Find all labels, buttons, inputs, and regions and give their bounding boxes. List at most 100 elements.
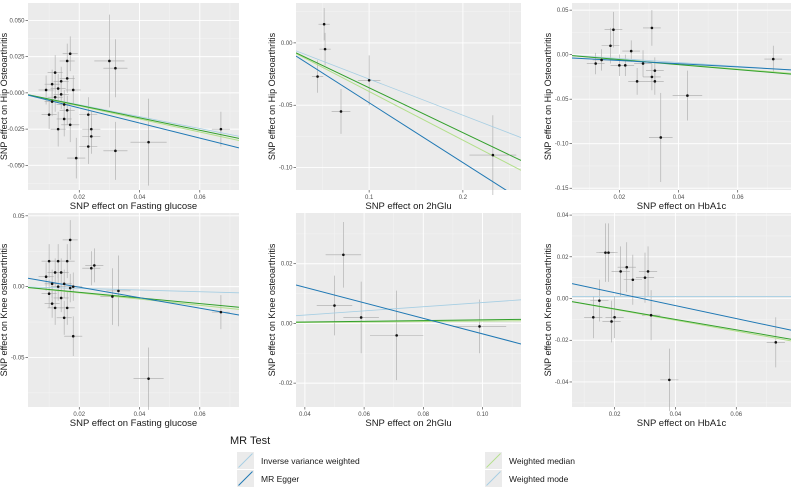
regression-line-mr-egger: [572, 283, 791, 331]
y-tick-label: 0.000: [9, 91, 25, 97]
data-point: [114, 66, 117, 70]
regression-lines: [28, 94, 239, 149]
data-point: [86, 145, 90, 148]
y-axis-title: SNP effect on Knee osteoarthritis: [267, 243, 277, 376]
data-point: [56, 285, 60, 288]
x-tick-label: 0.10: [477, 412, 489, 418]
data-point: [322, 22, 326, 26]
data-point: [771, 57, 775, 61]
data-point: [219, 127, 223, 131]
regression-line-weighted-median: [572, 55, 791, 75]
data-point: [219, 310, 223, 314]
x-tick-label: 0.04: [670, 412, 682, 418]
data-point: [635, 80, 639, 83]
x-tick-label: 0.08: [417, 412, 429, 418]
data-point: [629, 49, 633, 53]
legend-key-line: [238, 453, 253, 468]
y-tick-label: 0.00: [557, 53, 569, 59]
data-point: [653, 69, 657, 72]
y-tick-label: -0.10: [555, 142, 569, 148]
data-point: [50, 82, 54, 86]
data-point: [71, 285, 75, 288]
x-tick-label: 0.06: [730, 412, 742, 418]
data-point: [62, 117, 66, 121]
data-point: [147, 377, 150, 380]
data-point: [90, 266, 93, 270]
data-point: [56, 259, 60, 263]
y-tick-label: -0.05: [279, 103, 293, 109]
panel-1: 0.02 0.04 0.06 -0.050 -0.025 0.000 0.025 0.050 S…: [0, 3, 239, 212]
data-point: [618, 64, 621, 67]
regression-line-weighted-median: [28, 286, 239, 308]
data-point: [56, 87, 60, 90]
x-tick-label: 0.02: [73, 195, 85, 201]
data-point: [71, 334, 75, 338]
data-point: [62, 282, 66, 286]
data-point: [111, 295, 114, 298]
data-point: [44, 275, 48, 279]
data-point: [631, 278, 635, 282]
data-point: [491, 153, 495, 157]
y-tick-label: -0.10: [279, 166, 293, 172]
data-point: [316, 75, 319, 78]
data-point: [612, 28, 615, 32]
x-tick-label: 0.02: [73, 412, 85, 418]
regression-lines: [572, 55, 791, 75]
data-point: [613, 316, 616, 319]
data-point: [47, 292, 51, 296]
data-point: [591, 316, 595, 319]
regression-line-inverse-variance-weighted: [296, 320, 521, 324]
panel-2: 0.1 0.2 -0.10 -0.05 0.00 SNP effect on 2hGlu S…: [267, 3, 521, 212]
data-point: [53, 306, 57, 310]
x-tick-label: 0.06: [194, 412, 206, 418]
data-point: [367, 78, 371, 82]
data-point: [774, 341, 778, 344]
plot-background: [296, 213, 521, 407]
data-point: [478, 325, 481, 328]
y-tick-label: -0.02: [279, 381, 293, 387]
legend-label: Weighted mode: [509, 474, 569, 484]
regression-line-weighted-median: [296, 318, 521, 323]
x-tick-label: 0.06: [194, 195, 206, 201]
data-point: [47, 259, 51, 263]
panel-4: 0.02 0.04 0.06 -0.05 0.00 0.05 SNP effect on F…: [0, 213, 239, 429]
data-point: [65, 77, 69, 80]
legend: MR Test Inverse variance weighted MR Egger…: [230, 435, 575, 487]
y-tick-label: -0.05: [11, 355, 25, 361]
x-axis-title: SNP effect on Fasting glucose: [70, 201, 197, 212]
data-point: [619, 270, 622, 273]
y-tick-label: 0.00: [281, 41, 293, 47]
legend-label: Weighted median: [509, 456, 575, 466]
data-point: [59, 271, 63, 274]
data-point: [59, 93, 63, 96]
data-point: [659, 136, 663, 139]
data-point: [594, 62, 597, 65]
data-point: [641, 62, 645, 65]
y-tick-label: 0.05: [557, 8, 569, 14]
data-point: [68, 286, 72, 290]
data-point: [65, 259, 69, 263]
regression-line-weighted-median: [296, 52, 521, 161]
panel-3: 0.02 0.04 0.06 -0.15 -0.10 -0.05 0.00 0.05 SNP e…: [543, 3, 791, 212]
x-tick-label: 0.04: [134, 412, 146, 418]
data-point: [623, 64, 627, 67]
x-tick-label: 0.2: [459, 195, 468, 201]
y-tick-label: -0.04: [555, 380, 569, 386]
data-point: [117, 289, 120, 293]
y-tick-label: 0.04: [557, 213, 569, 219]
data-point: [50, 282, 54, 286]
data-point: [342, 253, 345, 257]
data-point: [62, 103, 66, 106]
regression-line-weighted-mode: [28, 286, 239, 294]
data-point: [71, 88, 75, 92]
x-tick-label: 0.06: [358, 412, 370, 418]
data-point: [598, 299, 601, 302]
data-point: [53, 71, 57, 74]
x-axis-title: SNP effect on 2hGlu: [365, 201, 451, 212]
data-point: [395, 334, 398, 337]
y-axis-title: SNP effect on Hip Osteoarthritis: [267, 32, 277, 160]
data-point: [323, 47, 327, 51]
plot-background: [572, 3, 791, 190]
legend-item: Inverse variance weighted: [237, 452, 360, 469]
y-axis-title: SNP effect on Hip Osteoarthritis: [543, 32, 553, 160]
